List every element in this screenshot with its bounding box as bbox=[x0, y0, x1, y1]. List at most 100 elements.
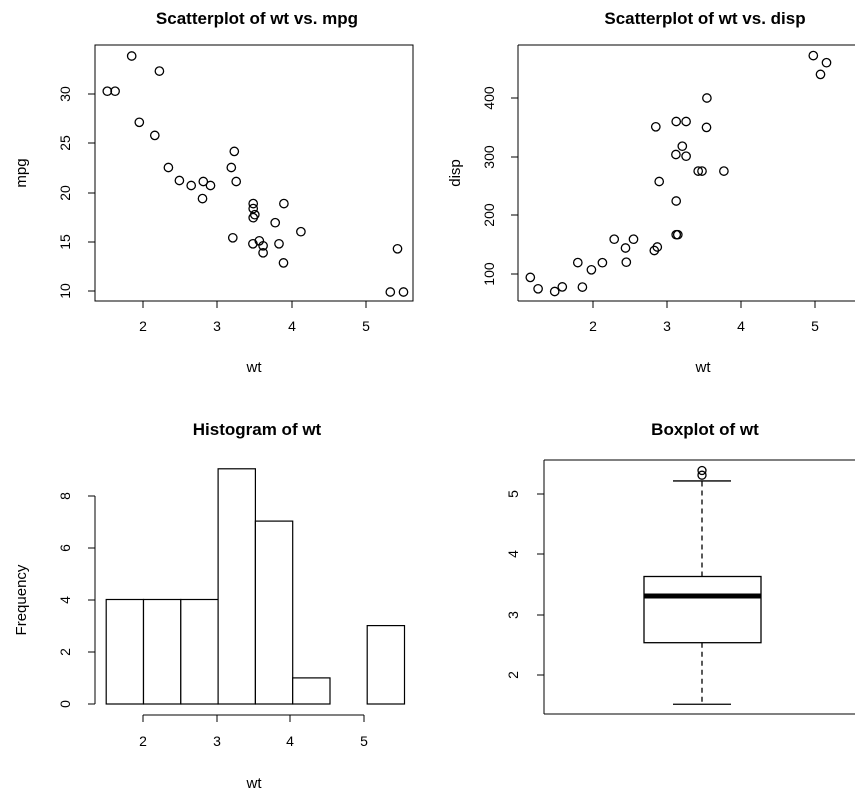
y-axis: 2 3 4 5 bbox=[505, 490, 545, 679]
data-point bbox=[808, 50, 819, 61]
x-axis-label: wt bbox=[246, 775, 263, 792]
y-tick-label: 25 bbox=[57, 135, 73, 151]
data-point bbox=[628, 234, 639, 245]
y-tick-label: 300 bbox=[481, 145, 497, 169]
points bbox=[525, 50, 832, 297]
data-point bbox=[163, 162, 174, 173]
data-point bbox=[701, 122, 712, 133]
y-tick-label: 0 bbox=[57, 700, 73, 708]
data-point bbox=[154, 66, 165, 76]
y-tick-label: 8 bbox=[57, 492, 73, 500]
data-point bbox=[654, 176, 665, 187]
data-point bbox=[227, 232, 238, 243]
outlier-point bbox=[697, 465, 707, 476]
x-tick-label: 4 bbox=[737, 318, 745, 334]
data-point bbox=[248, 203, 259, 214]
data-point bbox=[248, 238, 258, 249]
y-tick-label: 2 bbox=[505, 671, 521, 679]
data-point bbox=[231, 176, 242, 187]
y-tick-label: 5 bbox=[505, 490, 521, 498]
x-tick-label: 5 bbox=[811, 318, 819, 334]
x-axis: 2 3 4 5 bbox=[589, 300, 819, 334]
histogram-bar bbox=[217, 468, 257, 705]
box bbox=[643, 465, 762, 705]
x-tick-label: 3 bbox=[213, 318, 221, 334]
data-point bbox=[126, 51, 137, 61]
histogram-bar bbox=[366, 624, 406, 705]
data-point bbox=[149, 130, 160, 141]
y-tick-label: 15 bbox=[57, 234, 73, 250]
data-point bbox=[671, 196, 682, 206]
histogram-bar bbox=[142, 598, 182, 705]
data-point bbox=[572, 257, 583, 268]
data-point bbox=[677, 141, 688, 152]
y-axis-label: disp bbox=[447, 159, 464, 187]
x-axis: 2 3 4 5 bbox=[139, 714, 368, 749]
chart-title: Histogram of wt bbox=[193, 420, 322, 439]
y-tick-label: 4 bbox=[505, 550, 521, 558]
data-point bbox=[821, 57, 832, 68]
data-point bbox=[549, 286, 560, 297]
points bbox=[102, 51, 409, 297]
data-point bbox=[681, 151, 691, 162]
data-point bbox=[652, 242, 663, 252]
data-point bbox=[609, 234, 620, 245]
y-tick-label: 200 bbox=[481, 203, 497, 227]
panel-scatter-mpg: Scatterplot of wt vs. mpg 2 3 4 5 10 15 … bbox=[13, 9, 414, 376]
y-axis: 10 15 20 25 30 bbox=[57, 86, 96, 299]
data-point bbox=[278, 258, 289, 268]
data-point bbox=[385, 287, 396, 297]
y-tick-label: 30 bbox=[57, 86, 73, 102]
histogram-bar bbox=[105, 598, 145, 705]
outlier-point bbox=[697, 470, 707, 480]
y-axis: 0 2 4 6 8 bbox=[57, 492, 96, 708]
data-point bbox=[205, 180, 216, 191]
y-axis-label: mpg bbox=[13, 158, 30, 187]
data-point bbox=[671, 149, 681, 160]
y-tick-label: 20 bbox=[57, 185, 73, 201]
x-tick-label: 3 bbox=[213, 733, 221, 749]
histogram-bar bbox=[180, 598, 219, 705]
x-tick-label: 4 bbox=[288, 318, 296, 334]
data-point bbox=[672, 229, 683, 240]
x-tick-label: 5 bbox=[360, 733, 368, 749]
data-point bbox=[197, 193, 208, 204]
data-point bbox=[134, 117, 145, 128]
data-point bbox=[693, 166, 704, 176]
x-axis-label: wt bbox=[695, 359, 712, 376]
data-point bbox=[102, 86, 113, 97]
panel-histogram: Histogram of wt 2 3 4 5 0 2 4 6 8 wt bbox=[13, 420, 406, 792]
data-point bbox=[296, 226, 306, 237]
data-point bbox=[621, 257, 632, 268]
bars bbox=[105, 468, 406, 705]
y-tick-label: 100 bbox=[481, 262, 497, 286]
data-point bbox=[229, 146, 240, 157]
data-point bbox=[248, 198, 259, 209]
data-point bbox=[274, 238, 284, 249]
y-tick-label: 6 bbox=[57, 544, 73, 552]
data-point bbox=[671, 116, 682, 127]
data-point bbox=[398, 287, 409, 297]
data-point bbox=[392, 243, 403, 254]
chart-title: Boxplot of wt bbox=[651, 420, 759, 439]
x-tick-label: 2 bbox=[139, 318, 147, 334]
data-point bbox=[198, 176, 209, 187]
panel-boxplot: Boxplot of wt 2 3 4 5 bbox=[505, 420, 855, 715]
x-tick-label: 2 bbox=[589, 318, 597, 334]
plot-frame bbox=[94, 44, 414, 302]
data-point bbox=[533, 283, 543, 294]
data-point bbox=[249, 209, 260, 220]
x-tick-label: 4 bbox=[286, 733, 294, 749]
data-point bbox=[258, 240, 268, 251]
data-point bbox=[174, 175, 185, 186]
y-axis-label: Frequency bbox=[13, 564, 30, 635]
data-point bbox=[702, 93, 712, 103]
data-point bbox=[279, 198, 289, 209]
x-tick-label: 2 bbox=[139, 733, 147, 749]
x-axis: 2 3 4 5 bbox=[139, 300, 370, 334]
data-point bbox=[186, 180, 197, 191]
data-point bbox=[258, 247, 268, 258]
y-tick-label: 4 bbox=[57, 596, 73, 604]
data-point bbox=[597, 257, 608, 268]
data-point bbox=[697, 166, 707, 176]
